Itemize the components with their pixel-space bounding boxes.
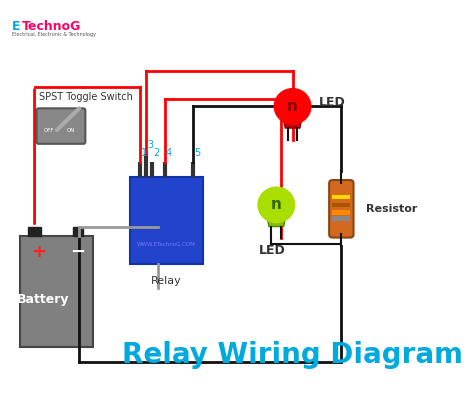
Polygon shape bbox=[283, 114, 303, 128]
Text: Relay: Relay bbox=[151, 276, 182, 286]
Text: LED: LED bbox=[259, 244, 286, 257]
Text: E: E bbox=[12, 20, 21, 33]
Text: LED: LED bbox=[319, 96, 346, 109]
Text: Battery: Battery bbox=[17, 293, 69, 306]
Circle shape bbox=[274, 89, 311, 124]
Text: Resistor: Resistor bbox=[366, 204, 417, 214]
FancyBboxPatch shape bbox=[332, 203, 350, 207]
Text: SPST Toggle Switch: SPST Toggle Switch bbox=[38, 93, 132, 102]
FancyBboxPatch shape bbox=[332, 195, 350, 199]
Text: ON: ON bbox=[67, 128, 75, 132]
Text: 4: 4 bbox=[165, 148, 172, 158]
FancyBboxPatch shape bbox=[28, 227, 41, 236]
Text: 1: 1 bbox=[141, 148, 147, 158]
FancyBboxPatch shape bbox=[130, 177, 203, 264]
Text: OFF: OFF bbox=[44, 128, 54, 132]
Text: 2: 2 bbox=[153, 148, 160, 158]
Circle shape bbox=[258, 187, 295, 223]
FancyBboxPatch shape bbox=[332, 216, 350, 221]
Text: +: + bbox=[31, 243, 46, 261]
Text: WWW.ETechnoG.COM: WWW.ETechnoG.COM bbox=[137, 242, 196, 247]
FancyBboxPatch shape bbox=[332, 210, 350, 215]
Text: Electrical, Electronic & Technology: Electrical, Electronic & Technology bbox=[12, 32, 96, 37]
FancyBboxPatch shape bbox=[329, 180, 354, 238]
FancyBboxPatch shape bbox=[36, 108, 85, 144]
FancyBboxPatch shape bbox=[20, 236, 93, 347]
Text: TechnoG: TechnoG bbox=[22, 20, 82, 33]
Text: Relay Wiring Diagram: Relay Wiring Diagram bbox=[122, 340, 463, 369]
Text: n: n bbox=[271, 197, 282, 212]
Text: −: − bbox=[70, 243, 85, 261]
Polygon shape bbox=[266, 213, 286, 227]
FancyBboxPatch shape bbox=[73, 227, 83, 236]
Text: n: n bbox=[287, 99, 298, 114]
Text: 5: 5 bbox=[194, 148, 200, 158]
Text: 3: 3 bbox=[147, 140, 154, 150]
